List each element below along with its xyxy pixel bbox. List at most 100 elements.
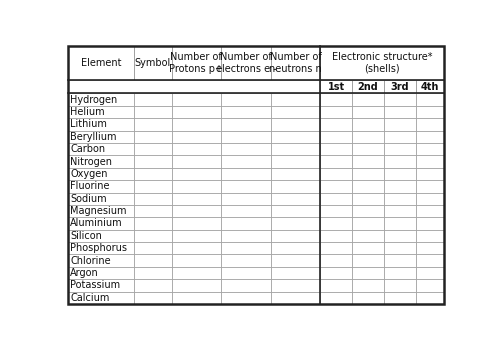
Bar [134, 192, 172, 205]
Bar [134, 230, 172, 242]
Bar [68, 155, 134, 168]
Bar [272, 205, 320, 217]
Text: 2nd: 2nd [358, 82, 378, 92]
Bar [220, 130, 272, 143]
Text: Silicon: Silicon [70, 231, 102, 241]
Bar [172, 205, 220, 217]
Bar [416, 192, 444, 205]
Bar [220, 267, 272, 279]
Bar [68, 254, 134, 267]
Bar [68, 217, 134, 230]
Bar [416, 80, 444, 93]
Bar [384, 118, 416, 130]
Bar [416, 217, 444, 230]
Bar [320, 205, 352, 217]
Bar [272, 118, 320, 130]
Bar [68, 143, 134, 155]
Bar [220, 279, 272, 292]
Bar [384, 155, 416, 168]
Bar [172, 292, 220, 304]
Bar [172, 106, 220, 118]
Bar [416, 230, 444, 242]
Bar [134, 106, 172, 118]
Bar [384, 143, 416, 155]
Bar [384, 267, 416, 279]
Bar [68, 230, 134, 242]
Bar [172, 180, 220, 192]
Bar [384, 168, 416, 180]
Bar [68, 180, 134, 192]
Bar [384, 217, 416, 230]
Bar [68, 292, 134, 304]
Bar [220, 93, 272, 106]
Bar [220, 155, 272, 168]
Bar [272, 130, 320, 143]
Bar [320, 192, 352, 205]
Bar [220, 46, 272, 80]
Bar [384, 130, 416, 143]
Bar [68, 80, 320, 93]
Bar [384, 192, 416, 205]
Bar [68, 93, 134, 106]
Text: 4th: 4th [421, 82, 440, 92]
Bar [220, 230, 272, 242]
Bar [352, 192, 384, 205]
Bar [220, 118, 272, 130]
Text: Number of
Protons p+: Number of Protons p+ [169, 52, 223, 74]
Bar [134, 292, 172, 304]
Text: Carbon: Carbon [70, 144, 106, 154]
Bar [384, 205, 416, 217]
Text: Potassium: Potassium [70, 280, 120, 290]
Bar [272, 254, 320, 267]
Bar [134, 118, 172, 130]
Bar [68, 168, 134, 180]
Bar [416, 93, 444, 106]
Bar [352, 242, 384, 254]
Bar [384, 93, 416, 106]
Bar [68, 205, 134, 217]
Bar [172, 192, 220, 205]
Bar [134, 279, 172, 292]
Bar [134, 217, 172, 230]
Bar [416, 168, 444, 180]
Bar [320, 143, 352, 155]
Text: Nitrogen: Nitrogen [70, 157, 112, 166]
Bar [352, 267, 384, 279]
Bar [220, 205, 272, 217]
Bar [172, 118, 220, 130]
Bar [134, 254, 172, 267]
Bar [352, 205, 384, 217]
Bar [352, 118, 384, 130]
Bar [320, 254, 352, 267]
Bar [320, 46, 444, 80]
Bar [172, 130, 220, 143]
Bar [172, 46, 220, 80]
Bar [68, 279, 134, 292]
Bar [134, 180, 172, 192]
Bar [172, 230, 220, 242]
Bar [320, 230, 352, 242]
Text: Argon: Argon [70, 268, 99, 278]
Bar [272, 93, 320, 106]
Bar [352, 217, 384, 230]
Bar [134, 205, 172, 217]
Text: 1st: 1st [328, 82, 344, 92]
Bar [320, 180, 352, 192]
Bar [416, 205, 444, 217]
Bar [384, 279, 416, 292]
Bar [220, 192, 272, 205]
Text: Fluorine: Fluorine [70, 181, 110, 191]
Bar [352, 230, 384, 242]
Bar [272, 168, 320, 180]
Bar [134, 46, 172, 80]
Bar [352, 279, 384, 292]
Bar [220, 242, 272, 254]
Text: Element: Element [81, 58, 122, 68]
Bar [320, 155, 352, 168]
Bar [320, 242, 352, 254]
Bar [416, 254, 444, 267]
Bar [384, 292, 416, 304]
Bar [416, 143, 444, 155]
Bar [68, 130, 134, 143]
Bar [320, 267, 352, 279]
